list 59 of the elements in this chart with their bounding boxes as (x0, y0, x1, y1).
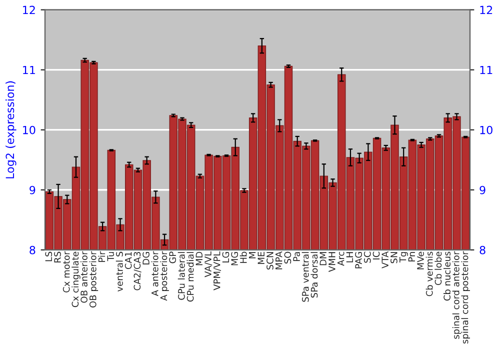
x-tick-label: OB anterior (80, 251, 88, 303)
y-axis-title: Log2 (expression) (6, 81, 16, 178)
y-tick-label: 10 (23, 126, 36, 134)
x-tick-label: CPu lateral (178, 252, 185, 300)
x-tick-label: M (248, 252, 256, 258)
x-tick-label: Arc (338, 252, 344, 266)
x-tick-label: VPM/VPL (214, 251, 221, 290)
x-tick-label: MD (196, 252, 202, 266)
x-tick-label: Tg (400, 252, 408, 263)
y2-tick-label: 9 (480, 186, 486, 194)
x-tick-label: ME (258, 252, 264, 264)
x-tick-label: DM (320, 252, 326, 266)
x-tick-label: RS (54, 252, 61, 262)
x-tick-label: SN (390, 252, 398, 264)
x-tick-label: SC (364, 252, 371, 263)
x-tick-label: spinal cord anterior (452, 251, 462, 339)
x-tick-label: VMH (328, 252, 336, 272)
x-tick-label: spinal cord posterior (461, 251, 470, 344)
x-tick-label: OB posterior (89, 251, 98, 308)
x-tick-label: CA2/CA3 (134, 252, 142, 290)
x-tick-label: SPa ventral (302, 252, 309, 302)
x-tick-label: MG (231, 252, 238, 266)
y2-tick-label: 12 (480, 6, 492, 14)
x-tick-label: A anterior (151, 251, 158, 296)
x-tick-label: Cb lobe (434, 252, 442, 286)
y2-tick-label: 10 (480, 126, 492, 134)
y-tick-label: 9 (30, 186, 36, 194)
x-tick-label: VA/VL (204, 251, 212, 278)
x-tick-label: Pa (293, 252, 300, 261)
x-tick-label: SO (284, 252, 292, 264)
x-tick-label: Hb (240, 252, 247, 263)
x-tick-label: Pn (408, 252, 415, 262)
x-tick-label: GP (169, 252, 176, 264)
x-tick-label: Cx cingulate (72, 252, 80, 308)
x-tick-label: LG (222, 252, 230, 262)
x-tick-label: Tu (107, 252, 114, 262)
x-tick-label: MVe (417, 252, 424, 270)
x-tick-label: SCN (266, 252, 274, 270)
x-tick-label: Pir (98, 251, 106, 262)
x-tick-label: Cb nucleus (443, 252, 450, 301)
y-tick-label: 11 (23, 66, 35, 74)
y2-tick-label: 8 (480, 246, 486, 254)
x-tick-label: DG (142, 252, 150, 264)
x-tick-label: PAG (355, 252, 362, 268)
y2-tick-label: 11 (480, 66, 492, 74)
x-tick-label: Cb vermis (426, 252, 433, 296)
x-tick-label: ventral S (116, 252, 123, 292)
y-tick-label: 8 (30, 246, 36, 254)
y-tick-label: 12 (23, 6, 35, 14)
x-tick-label: SPa dorsal (310, 252, 318, 298)
x-tick-label: CA1 (124, 252, 132, 270)
x-tick-label: LH (346, 252, 353, 262)
x-tick-label: Cx motor (62, 251, 70, 292)
x-tick-label: MPA (276, 251, 282, 270)
x-tick-label: IC (372, 252, 380, 260)
x-tick-label: A posterior (160, 251, 169, 301)
x-tick-label: CPu medial (186, 252, 194, 302)
x-tick-label: VTA (382, 251, 388, 268)
x-tick-label: LS (45, 252, 52, 262)
